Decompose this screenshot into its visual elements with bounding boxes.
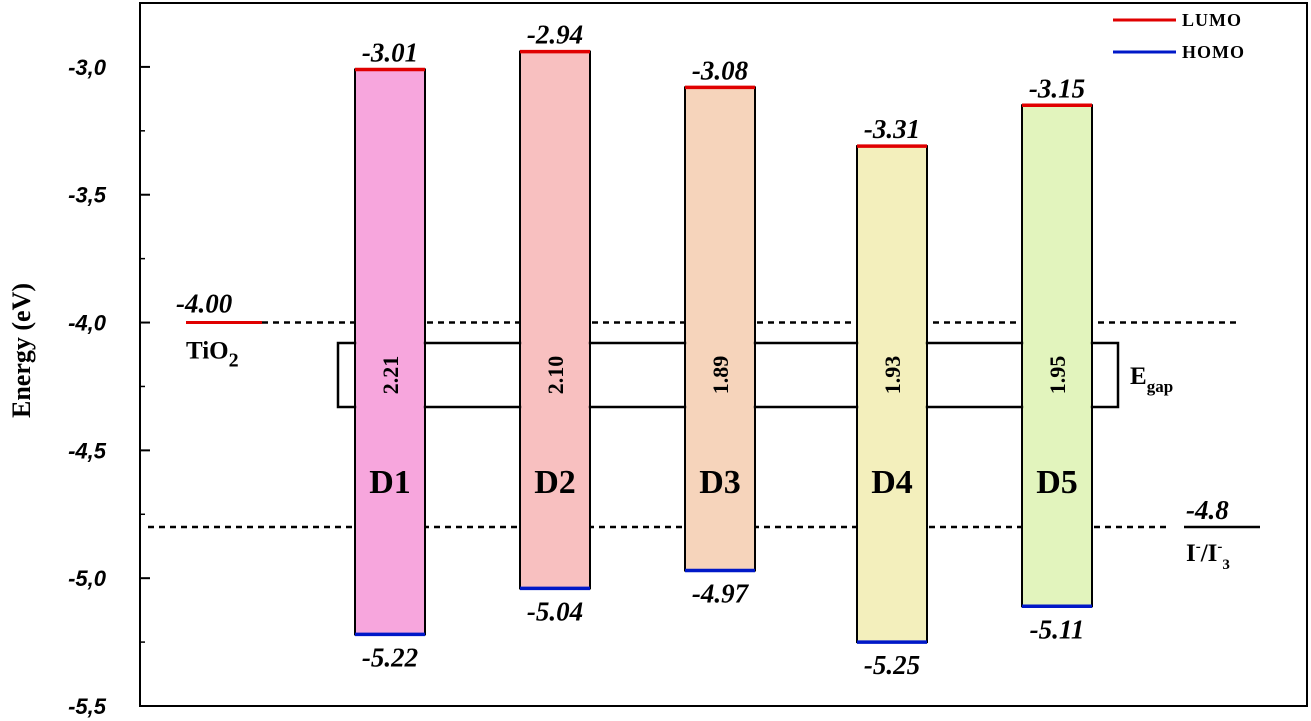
egap-box: 2.21 2.10 1.89 1.93 1.95 Egap	[336, 338, 1173, 412]
d4-box-mask	[858, 338, 926, 412]
d3-homo-label: -4.97	[692, 579, 750, 609]
d1-gap-label: 2.21	[378, 356, 403, 395]
y-tick-label: -4,0	[68, 311, 107, 336]
d5-lumo-label: -3.15	[1029, 73, 1085, 103]
tio2-label: TiO2	[186, 338, 239, 372]
egap-label-main: E	[1130, 363, 1147, 390]
egap-label-subscript: gap	[1147, 377, 1173, 396]
y-tick-label: -5,0	[68, 566, 107, 591]
d5-box-mask	[1023, 338, 1091, 412]
tio2-label-subscript: 2	[229, 350, 239, 372]
redox-label-part2: /I	[1200, 540, 1218, 567]
d3-bar	[684, 86, 756, 572]
d3-box-mask	[686, 338, 754, 412]
redox-label-sup2: -	[1217, 539, 1222, 555]
egap-label: Egap	[1130, 363, 1173, 396]
d3-gap-label: 1.89	[708, 356, 733, 395]
redox-label-sub2: 3	[1222, 557, 1230, 573]
d4-name-label: D4	[871, 464, 913, 501]
d2-gap-label: 2.10	[543, 356, 568, 395]
legend-label-homo: HOMO	[1182, 42, 1245, 62]
legend: LUMO HOMO	[1113, 10, 1245, 62]
d5-homo-label: -5.11	[1030, 614, 1085, 644]
y-tick-label: -3,0	[68, 55, 107, 80]
d4-homo-label: -5.25	[864, 650, 920, 680]
d4-gap-label: 1.93	[880, 356, 905, 395]
d3-lumo-label: -3.08	[692, 55, 749, 85]
d2-name-label: D2	[534, 464, 576, 501]
d2-bar	[519, 50, 591, 590]
redox-label-sup1: -	[1196, 539, 1201, 555]
y-tick-label: -3,5	[68, 183, 107, 208]
redox-label-part1: I	[1186, 540, 1196, 567]
axis-layer: -3,0 -3,5 -4,0 -4,5 -5,0 -5,5 Energy (eV)	[7, 2, 1308, 719]
d5-name-label: D5	[1036, 464, 1078, 501]
redox-label: I-/I-3	[1186, 539, 1230, 573]
d5-gap-label: 1.95	[1045, 356, 1070, 395]
d4-lumo-label: -3.31	[864, 114, 920, 144]
tio2-value-label: -4.00	[176, 289, 233, 319]
d2-homo-label: -5.04	[527, 596, 583, 626]
y-tick-label: -4,5	[68, 438, 107, 463]
d3-name-label: D3	[699, 464, 741, 501]
d1-lumo-label: -3.01	[362, 37, 418, 67]
d1-homo-label: -5.22	[362, 642, 418, 672]
d2-lumo-label: -2.94	[527, 20, 583, 50]
d1-box-mask	[356, 338, 424, 412]
value-labels: -3.01 -5.22 D1 -2.94 -5.04 D2 -3.08 -4.97 D3 -3.3…	[362, 20, 1085, 681]
plot-frame	[139, 2, 1308, 707]
redox-value-label: -4.8	[1186, 495, 1229, 525]
y-tick-label: -5,5	[68, 694, 107, 719]
d1-name-label: D1	[369, 464, 411, 501]
legend-label-lumo: LUMO	[1182, 10, 1242, 30]
d2-box-mask	[521, 338, 589, 412]
y-axis-label: Energy (eV)	[7, 283, 36, 418]
tio2-label-main: TiO	[186, 338, 229, 365]
